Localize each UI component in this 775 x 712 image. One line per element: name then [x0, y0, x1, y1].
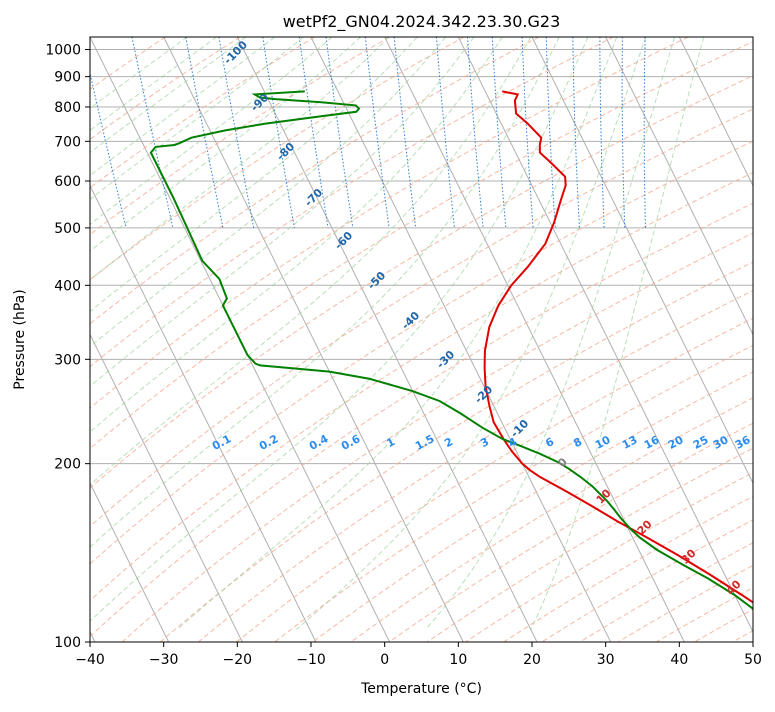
mixing-ratio-label: 3 — [478, 435, 491, 450]
x-tick-label: −30 — [149, 652, 179, 668]
dry-adiabat — [618, 37, 775, 642]
dry-adiabat — [0, 37, 389, 642]
isotherm-line — [16, 37, 316, 642]
mixing-ratio-label: 16 — [642, 433, 662, 452]
x-tick-label: 20 — [523, 652, 541, 668]
dry-adiabat — [0, 37, 464, 642]
temperature-profile-line — [485, 91, 775, 642]
dry-adiabat — [122, 37, 775, 642]
dry-adiabat — [0, 37, 688, 642]
dry-adiabat — [160, 37, 775, 642]
isotherm-line — [0, 37, 242, 642]
y-tick-label: 400 — [54, 278, 81, 294]
moist-adiabat — [0, 37, 332, 629]
moist-adiabat — [0, 37, 389, 629]
x-tick-label: −20 — [223, 652, 253, 668]
x-tick-label: −40 — [75, 652, 105, 668]
mixing-ratio-line — [644, 37, 645, 228]
isotherm-line — [311, 37, 611, 642]
mixing-ratio-line — [546, 37, 555, 228]
y-tick-label: 200 — [54, 457, 81, 473]
dry-adiabat — [466, 37, 775, 642]
mixing-ratio-line — [522, 37, 533, 228]
dry-adiabat — [427, 37, 775, 642]
mixing-ratio-line — [468, 37, 484, 228]
moist-adiabat — [297, 37, 646, 629]
y-tick-label: 800 — [54, 100, 81, 116]
mixing-ratio-label: 6 — [543, 435, 556, 450]
x-tick-label: 30 — [597, 652, 615, 668]
mixing-ratio-label: 0.6 — [339, 432, 363, 453]
plot-area — [0, 37, 775, 642]
plot-frame — [90, 37, 753, 642]
mixing-ratio-label: 13 — [620, 433, 640, 452]
chart-title: wetPf2_GN04.2024.342.23.30.G23 — [283, 12, 561, 32]
mixing-ratio-label: 0.4 — [307, 432, 331, 453]
moist-adiabat — [426, 37, 675, 629]
dry-adiabat-label: -50 — [365, 269, 388, 292]
moist-adiabat — [0, 37, 217, 629]
moist-adiabat — [0, 37, 275, 629]
mixing-ratio-line — [492, 37, 506, 228]
mixing-ratio-label: 20 — [666, 433, 686, 452]
y-axis-label: Pressure (hPa) — [12, 289, 28, 389]
x-tick-label: −10 — [296, 652, 326, 668]
mixing-ratio-line — [600, 37, 604, 228]
mixing-ratio-line — [219, 37, 254, 228]
x-tick-label: 40 — [670, 652, 688, 668]
dry-adiabat — [771, 37, 775, 642]
y-tick-label: 1000 — [45, 43, 81, 59]
mixing-ratio-label: 2 — [442, 435, 455, 450]
isotherm-line — [237, 37, 537, 642]
dry-adiabat — [275, 37, 775, 642]
dry-adiabat — [46, 37, 775, 642]
mixing-ratio-label: 25 — [691, 433, 711, 452]
x-tick-label: 0 — [380, 652, 389, 668]
dry-adiabat — [580, 37, 775, 642]
dry-adiabat — [0, 37, 539, 642]
x-tick-label: 50 — [744, 652, 762, 668]
mixing-ratio-line — [622, 37, 625, 228]
dry-adiabat-label: -100 — [221, 38, 250, 67]
y-tick-label: 500 — [54, 221, 81, 237]
y-tick-label: 100 — [54, 635, 81, 651]
isotherm-line — [164, 37, 464, 642]
x-tick-label: 10 — [449, 652, 467, 668]
moist-adiabat — [0, 37, 187, 629]
y-tick-label: 700 — [54, 134, 81, 150]
dry-adiabat-label: -40 — [399, 309, 422, 332]
mixing-ratio-line — [573, 37, 580, 228]
dry-adiabat — [656, 37, 775, 642]
y-tick-label: 300 — [54, 352, 81, 368]
x-axis-label: Temperature (°C) — [360, 681, 482, 697]
y-tick-label: 900 — [54, 70, 81, 86]
moist-adiabat — [0, 37, 446, 629]
isotherm-line — [753, 37, 775, 642]
y-tick-label: 600 — [54, 174, 81, 190]
moist-adiabat — [531, 37, 704, 629]
isotherm-line — [385, 37, 685, 642]
moist-adiabat — [0, 37, 246, 629]
dry-adiabat — [694, 37, 775, 642]
dry-adiabat — [237, 37, 775, 642]
mixing-ratio-label: 1.5 — [413, 432, 436, 453]
dry-adiabat — [313, 37, 775, 642]
dry-adiabat — [733, 37, 775, 642]
dry-adiabat-label: -80 — [274, 140, 297, 163]
